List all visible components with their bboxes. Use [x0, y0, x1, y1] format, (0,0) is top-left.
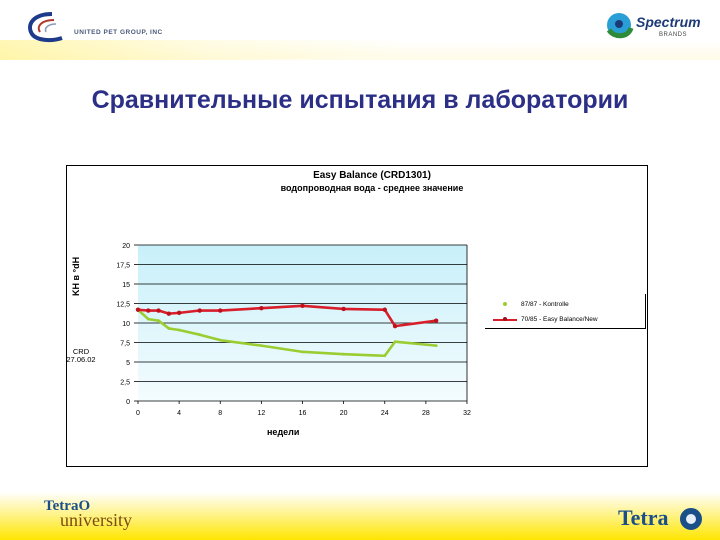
tetra-logo: Tetra	[618, 505, 708, 535]
data-point	[433, 318, 439, 323]
x-tick-label: 28	[422, 410, 430, 417]
y-tick-label: 2,5	[120, 380, 130, 387]
legend-item-kontrolle: 87/87 - Kontrolle	[503, 301, 569, 308]
data-point	[382, 307, 387, 312]
x-tick-label: 8	[218, 410, 222, 417]
legend-marker-icon	[503, 302, 507, 306]
chart-title: Easy Balance (CRD1301)	[313, 170, 431, 181]
footer-band	[0, 492, 720, 540]
data-point	[300, 303, 305, 309]
data-point	[434, 344, 438, 348]
x-tick-label: 20	[340, 410, 348, 417]
x-tick-label: 0	[136, 410, 140, 417]
data-point	[392, 323, 398, 329]
y-tick-label: 17,5	[116, 263, 130, 270]
data-point	[218, 338, 222, 342]
spectrum-label: Spectrum	[636, 14, 701, 30]
y-tick-label: 5	[126, 360, 130, 367]
data-point	[218, 308, 223, 313]
x-tick-label: 12	[257, 410, 265, 417]
chart-side-note: CRD 27.06.02	[61, 348, 101, 364]
data-point	[198, 333, 202, 337]
chart-container: Easy Balance (CRD1301) водопроводная вод…	[66, 165, 648, 467]
data-point	[383, 354, 387, 358]
y-tick-label: 15	[122, 282, 130, 289]
swoosh-icon	[28, 12, 63, 43]
data-point	[393, 340, 397, 344]
legend-label: 87/87 - Kontrolle	[521, 301, 569, 308]
y-tick-label: 20	[122, 243, 130, 250]
tetra-university-top: TetraO	[44, 498, 91, 514]
tetra-university-bottom: university	[60, 510, 132, 530]
x-tick-label: 4	[177, 410, 181, 417]
data-point	[301, 350, 304, 354]
header-swoosh	[0, 40, 420, 60]
data-point	[177, 328, 181, 332]
side-note-line1: CRD	[72, 347, 90, 356]
tetra-label: Tetra	[618, 505, 669, 530]
legend-marker-icon	[503, 317, 507, 321]
tetra-university-logo: TetraO university	[40, 498, 160, 534]
data-point	[166, 311, 172, 316]
united-pet-group-logo: UNITED PET GROUP, INC	[22, 8, 182, 44]
data-point	[167, 327, 171, 330]
legend-item-easy-balance: 70/85 - Easy Balance/New	[493, 316, 598, 323]
side-note-line2: 27.06.02	[66, 355, 96, 364]
tetra-fish-icon	[680, 508, 702, 530]
y-tick-label: 0	[126, 399, 130, 406]
data-point	[259, 305, 264, 311]
brands-label: BRANDS	[659, 32, 688, 38]
line-chart-plot: 0 2,5 5 7,5 10 12,5 15 17,5 20 0 4 8 12 16 20 24 28 32	[116, 243, 471, 417]
x-axis-label: недели	[267, 427, 300, 437]
x-tick-label: 16	[299, 410, 307, 417]
spectrum-brands-logo: Spectrum BRANDS	[604, 10, 714, 44]
y-tick-label: 7,5	[120, 341, 130, 348]
spectrum-swirl-icon	[606, 13, 634, 39]
legend-label: 70/85 - Easy Balance/New	[521, 316, 598, 323]
data-point	[259, 344, 263, 348]
data-point	[342, 352, 346, 356]
y-tick-label: 12,5	[116, 302, 130, 309]
x-tick-label: 24	[381, 410, 389, 417]
data-point	[135, 307, 141, 312]
data-point	[146, 317, 150, 321]
data-point	[146, 308, 151, 313]
y-tick-label: 10	[122, 321, 130, 328]
x-tick-label: 32	[463, 410, 471, 417]
data-point	[341, 306, 346, 312]
chart-subtitle: водопроводная вода - среднее значение	[280, 183, 464, 193]
united-pet-group-label: UNITED PET GROUP, INC	[74, 29, 163, 36]
data-point	[176, 310, 182, 316]
page-title: Сравнительные испытания в лаборатории	[91, 86, 629, 114]
chart-legend: 87/87 - Kontrolle 70/85 - Easy Balance/N…	[485, 294, 646, 329]
data-point	[157, 319, 160, 323]
data-point	[156, 308, 161, 313]
data-point	[197, 308, 202, 313]
y-axis-label: KH в °dH	[71, 256, 81, 296]
